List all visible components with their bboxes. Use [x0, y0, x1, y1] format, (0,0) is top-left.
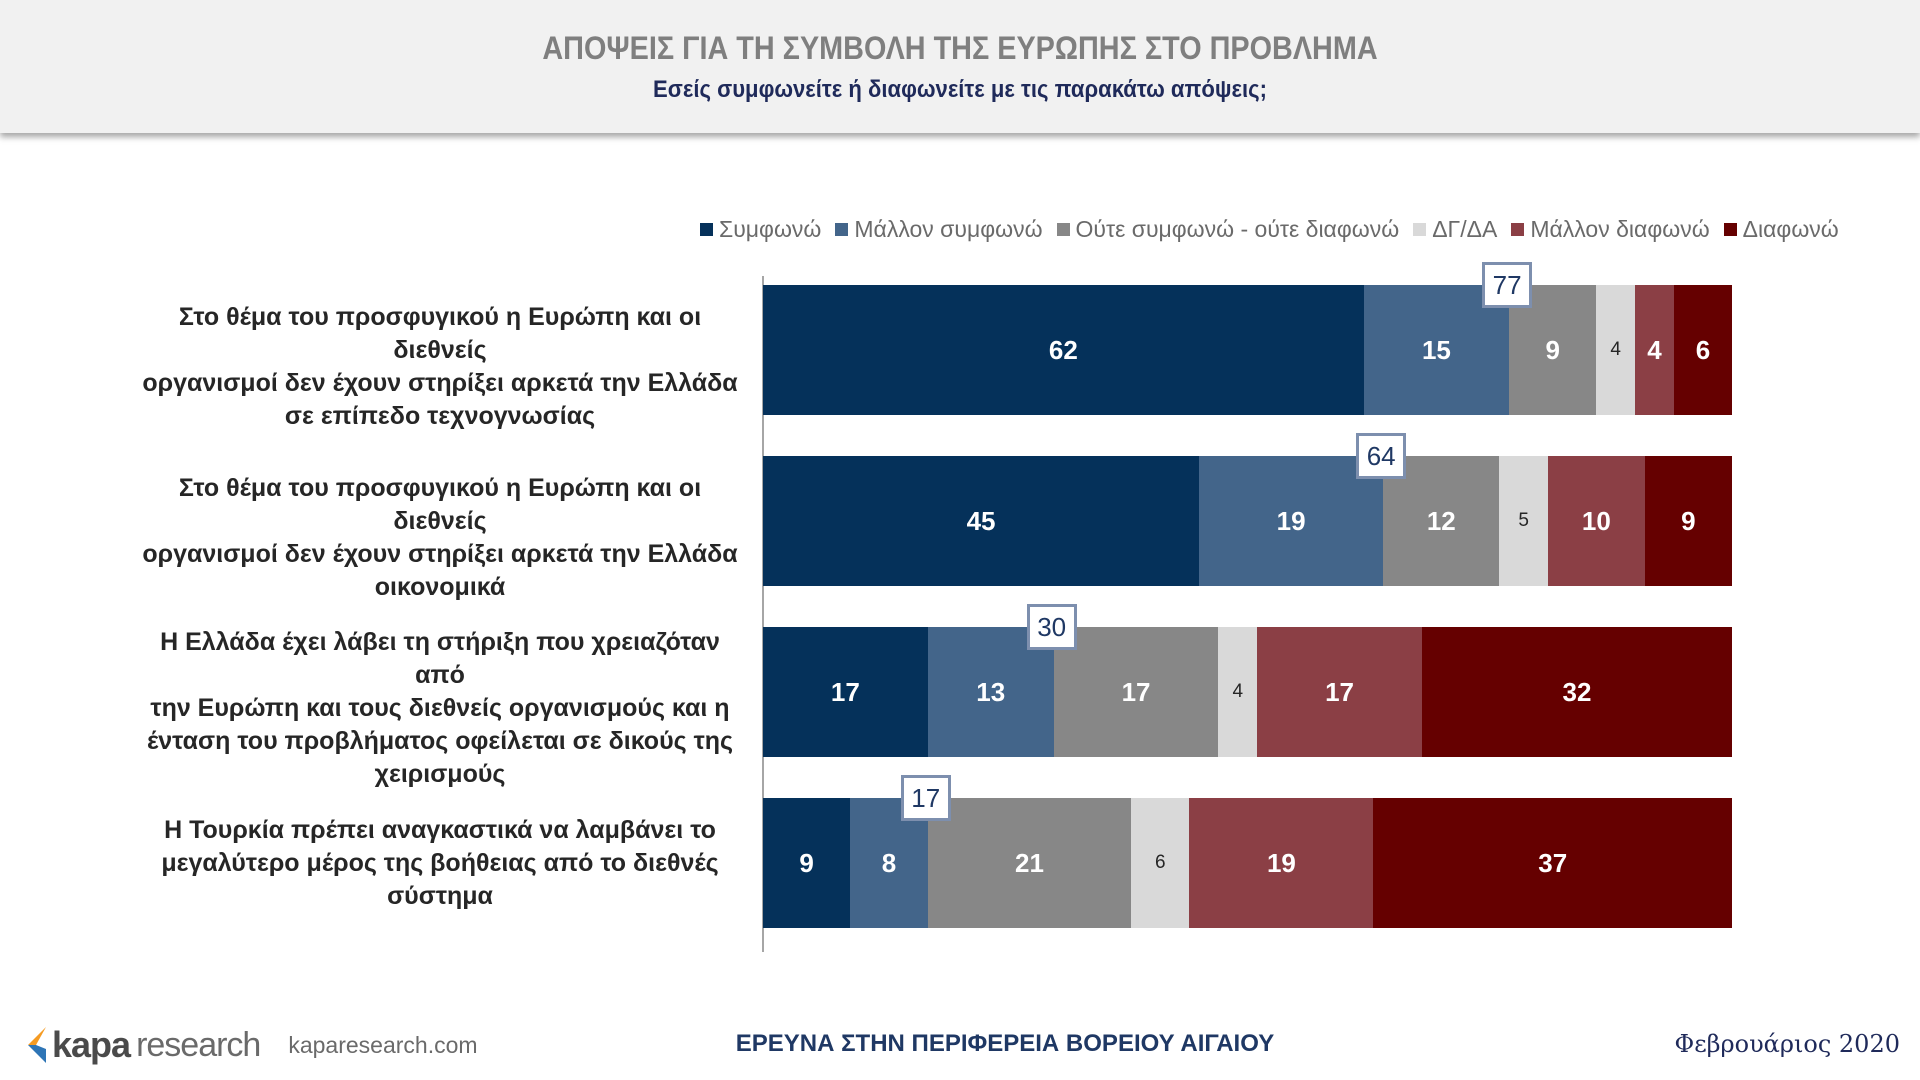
category-axis-line [762, 276, 764, 952]
bar-value-label: 6 [1154, 852, 1166, 873]
legend-swatch [1511, 222, 1525, 236]
bar-segment: 45 [763, 456, 1200, 586]
page-subtitle: Εσείς συμφωνείτε ή διαφωνείτε με τις παρ… [653, 76, 1267, 103]
bar-value-label: 12 [1426, 505, 1456, 536]
legend-swatch [700, 222, 713, 236]
legend-item: ΔΓ/ΔΑ [1413, 216, 1497, 243]
bar-value-label: 17 [1325, 676, 1354, 707]
bar-value-label: 45 [966, 505, 996, 536]
bar-segment: 19 [1199, 456, 1384, 586]
agree-total-callout: 77 [1482, 262, 1533, 308]
bar-value-label: 15 [1421, 334, 1451, 365]
category-label: Η Ελλάδα έχει λάβει τη στήριξη που χρεια… [140, 626, 740, 791]
agree-total-callout: 17 [900, 775, 951, 821]
category-label-line: σύστημα [387, 881, 493, 910]
logo-mark-icon [26, 1027, 46, 1063]
bar-value-label: 62 [1048, 334, 1078, 365]
bar-segment: 17 [1053, 627, 1219, 757]
legend-item: Συμφωνώ [700, 216, 821, 243]
kapa-research-logo: kapa research kaparesearch.com [26, 1020, 478, 1070]
legend-item: Μάλλον διαφωνώ [1511, 215, 1710, 243]
category-label-line: χειρισμούς [374, 760, 506, 788]
logo-research-text: research [136, 1025, 261, 1064]
category-label-line: την Ευρώπη και τους διεθνείς οργανισμούς… [150, 694, 730, 722]
bar-segment: 9 [1644, 456, 1732, 586]
bar-value-label: 9 [1545, 334, 1560, 365]
bar-value-label: 17 [830, 676, 860, 707]
category-label-line: οργανισμοί δεν έχουν στηρίξει αρκετά την… [142, 368, 738, 397]
category-label: Η Τουρκία πρέπει αναγκαστικά να λαμβάνει… [140, 814, 740, 913]
legend-swatch [1723, 222, 1737, 236]
bar-segment: 32 [1421, 627, 1732, 757]
bar-segment: 9 [763, 798, 851, 928]
footer-date: Φεβρουάριος 2020 [1674, 1030, 1900, 1058]
legend-label: Διαφωνώ [1742, 215, 1839, 242]
bar-value-label: 32 [1562, 676, 1592, 707]
bar-value-label: 17 [1121, 676, 1151, 707]
bar-value-label: 8 [881, 847, 897, 878]
category-label: Στο θέμα του προσφυγικού η Ευρώπη και οι… [140, 301, 740, 433]
bar-value-label: 9 [1681, 505, 1696, 536]
category-label-line: ένταση του προβλήματος οφείλεται σε δικο… [147, 727, 733, 755]
legend-swatch [1056, 222, 1070, 236]
legend-swatch [835, 222, 849, 236]
category-label-line: Στο θέμα του προσφυγικού η Ευρώπη και οι… [178, 473, 702, 535]
legend-item: Διαφωνώ [1723, 215, 1839, 243]
bar-segment: 4 [1218, 627, 1258, 757]
chart-legend: Συμφωνώ Μάλλον συμφωνώ Ούτε συμφωνώ - ού… [700, 214, 1839, 244]
bar-value-label: 5 [1518, 510, 1529, 531]
bar-value-label: 19 [1266, 847, 1296, 878]
bar-segment: 37 [1373, 798, 1732, 928]
footer-survey-title: ΕΡΕΥΝΑ ΣΤΗΝ ΠΕΡΙΦΕΡΕΙΑ ΒΟΡΕΙΟΥ ΑΙΓΑΙΟΥ [735, 1030, 1275, 1057]
bar-value-label: 19 [1276, 505, 1306, 536]
bar-segment: 5 [1499, 456, 1548, 586]
bar-segment: 19 [1189, 798, 1374, 928]
legend-item: Μάλλον συμφωνώ [835, 215, 1043, 243]
legend-label: Μάλλον διαφωνώ [1530, 215, 1710, 242]
legend-swatch [1413, 222, 1427, 236]
bar-segment: 17 [763, 627, 928, 757]
bar-value-label: 6 [1695, 334, 1711, 365]
legend-label: Μάλλον συμφωνώ [854, 215, 1043, 242]
bar-value-label: 37 [1538, 847, 1568, 878]
bar-value-label: 10 [1581, 505, 1611, 536]
bar-value-label: 13 [976, 676, 1006, 707]
footer-url: kaparesearch.com [288, 1031, 478, 1058]
bar-segment: 62 [763, 285, 1364, 415]
category-label-line: οικονομικά [374, 572, 506, 601]
category-label-line: Η Τουρκία πρέπει αναγκαστικά να λαμβάνει… [164, 815, 716, 844]
header-band: ΑΠΟΨΕΙΣ ΓΙΑ ΤΗ ΣΥΜΒΟΛΗ ΤΗΣ ΕΥΡΩΠΗΣ ΣΤΟ Π… [0, 0, 1920, 133]
bar-segment: 6 [1131, 798, 1190, 928]
bar-segment: 4 [1596, 285, 1636, 415]
bar-value-label: 4 [1232, 681, 1244, 702]
category-label-line: Στο θέμα του προσφυγικού η Ευρώπη και οι… [178, 302, 702, 364]
bar-segment: 17 [1257, 627, 1422, 757]
bar-value-label: 4 [1647, 334, 1662, 365]
legend-item: Ούτε συμφωνώ - ούτε διαφωνώ [1056, 215, 1400, 243]
category-label-line: σε επίπεδο τεχνογνωσίας [284, 401, 596, 430]
agree-total-callout: 30 [1026, 604, 1077, 650]
category-label-line: Η Ελλάδα έχει λάβει τη στήριξη που χρεια… [160, 628, 720, 689]
bar-segment: 6 [1673, 285, 1732, 415]
logo-kapa-text: kapa [52, 1024, 131, 1065]
category-label-line: οργανισμοί δεν έχουν στηρίξει αρκετά την… [142, 539, 738, 568]
bar-segment: 21 [927, 798, 1132, 928]
category-label: Στο θέμα του προσφυγικού η Ευρώπη και οι… [140, 472, 740, 604]
agree-total-callout: 64 [1356, 433, 1407, 479]
bar-value-label: 4 [1610, 339, 1621, 360]
bar-segment: 4 [1635, 285, 1674, 415]
page-title: ΑΠΟΨΕΙΣ ΓΙΑ ΤΗ ΣΥΜΒΟΛΗ ΤΗΣ ΕΥΡΩΠΗΣ ΣΤΟ Π… [542, 30, 1378, 66]
bar-value-label: 9 [799, 847, 814, 878]
category-label-line: μεγαλύτερο μέρος της βοήθειας από το διε… [161, 848, 719, 877]
bar-value-label: 21 [1015, 847, 1044, 878]
bar-segment: 10 [1547, 456, 1645, 586]
legend-label: Συμφωνώ [719, 215, 822, 242]
legend-label: ΔΓ/ΔΑ [1432, 215, 1498, 242]
legend-label: Ούτε συμφωνώ - ούτε διαφωνώ [1075, 215, 1400, 242]
